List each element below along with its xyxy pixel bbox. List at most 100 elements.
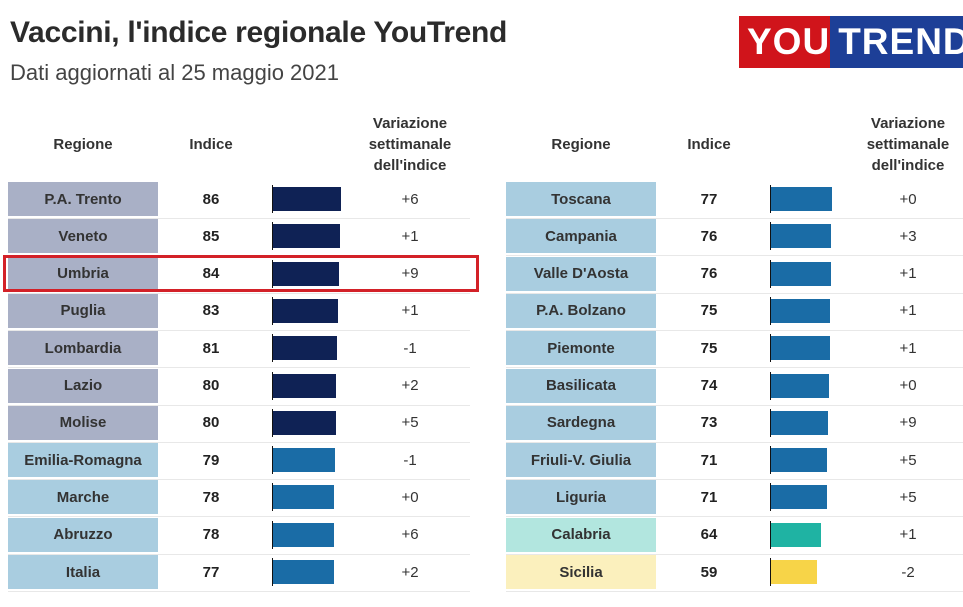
row-divider: [8, 591, 470, 592]
table-row: Campania 76 +3: [498, 219, 963, 257]
table-row: Marche 78 +0: [0, 480, 470, 518]
index-value: 71: [700, 488, 718, 506]
region-label: Lombardia: [8, 331, 158, 366]
variation-value: +6: [401, 526, 419, 544]
row-divider: [506, 553, 963, 555]
youtrend-logo: YOU TREND: [739, 16, 963, 68]
variation-value: +3: [899, 227, 917, 245]
row-divider: [506, 591, 963, 592]
row-divider: [8, 292, 470, 294]
row-divider: [8, 479, 470, 481]
index-bar: [770, 485, 827, 510]
bar-baseline: [272, 185, 273, 213]
row-divider: [506, 441, 963, 443]
variation-value: -1: [403, 339, 417, 357]
table-row: Calabria 64 +1: [498, 517, 963, 555]
table-row: Molise 80 +5: [0, 405, 470, 443]
variation-value: -2: [901, 563, 915, 581]
page-title: Vaccini, l'indice regionale YouTrend: [10, 16, 508, 49]
index-value: 78: [202, 526, 220, 544]
index-bar: [770, 336, 830, 361]
row-divider: [506, 292, 963, 294]
index-bar: [272, 261, 340, 286]
index-bar: [770, 410, 829, 435]
variation-value: -1: [403, 451, 417, 469]
region-label: P.A. Bolzano: [506, 293, 656, 328]
variation-value: +5: [899, 488, 917, 506]
row-divider: [506, 367, 963, 369]
bar-baseline: [770, 334, 771, 363]
row-divider: [8, 367, 470, 369]
table-row: Friuli-V. Giulia 71 +5: [498, 443, 963, 481]
row-divider: [506, 218, 963, 219]
index-value: 80: [202, 414, 220, 432]
row-divider: [506, 404, 963, 406]
index-value: 79: [202, 451, 220, 469]
index-value: 64: [700, 526, 718, 544]
index-bar: [272, 560, 334, 584]
index-value: 71: [700, 451, 718, 469]
bar-baseline: [272, 520, 273, 549]
region-label: Calabria: [506, 517, 656, 552]
bar-baseline: [272, 483, 273, 512]
variation-value: +9: [899, 414, 917, 432]
bar-baseline: [770, 185, 771, 213]
regions-table-left: Regione Indice Variazione settimanale de…: [0, 112, 470, 592]
row-divider: [8, 404, 470, 406]
index-value: 75: [700, 302, 718, 320]
region-label: Sicilia: [506, 555, 656, 589]
row-divider: [506, 255, 963, 257]
index-bar: [770, 298, 830, 323]
region-label: Piemonte: [506, 331, 656, 366]
table-row: Lazio 80 +2: [0, 368, 470, 406]
variation-value: +0: [899, 377, 917, 394]
bar-baseline: [272, 408, 273, 437]
row-divider: [8, 441, 470, 443]
table-row: Sardegna 73 +9: [498, 405, 963, 443]
region-label: Valle D'Aosta: [506, 256, 656, 291]
index-bar: [770, 448, 827, 473]
variation-value: +9: [401, 265, 419, 283]
region-label: Marche: [8, 480, 158, 515]
column-header-region: Regione: [551, 135, 611, 153]
index-bar: [272, 522, 335, 547]
index-value: 77: [700, 190, 718, 208]
bar-baseline: [770, 222, 771, 251]
bar-baseline: [272, 371, 273, 400]
index-value: 83: [202, 302, 220, 320]
table-row: Piemonte 75 +1: [498, 331, 963, 369]
index-bar: [272, 410, 336, 435]
region-label: Umbria: [8, 256, 158, 291]
table-row: Valle D'Aosta 76 +1: [498, 256, 963, 294]
index-value: 76: [700, 265, 718, 283]
row-divider: [506, 479, 963, 481]
bar-baseline: [770, 259, 771, 288]
bar-baseline: [272, 222, 273, 251]
region-label: Italia: [8, 555, 158, 589]
column-header-index: Indice: [687, 135, 731, 153]
region-label: Toscana: [506, 182, 656, 216]
index-value: 75: [700, 339, 718, 357]
region-label: Puglia: [8, 293, 158, 328]
region-label: Abruzzo: [8, 517, 158, 552]
variation-value: +1: [401, 227, 419, 245]
index-bar: [272, 298, 339, 323]
index-bar: [770, 522, 822, 547]
region-label: Friuli-V. Giulia: [506, 443, 656, 478]
region-label: Basilicata: [506, 368, 656, 403]
index-bar: [272, 373, 336, 398]
index-bar: [272, 485, 335, 510]
table-row: Veneto 85 +1: [0, 219, 470, 257]
variation-value: +6: [401, 190, 419, 208]
index-bar: [272, 336, 337, 361]
index-value: 77: [202, 563, 220, 581]
table-row: P.A. Bolzano 75 +1: [498, 293, 963, 331]
index-value: 81: [202, 339, 220, 357]
table-row: Lombardia 81 -1: [0, 331, 470, 369]
table-row: P.A. Trento 86 +6: [0, 182, 470, 219]
region-label: Campania: [506, 219, 656, 254]
index-bar: [770, 224, 831, 249]
region-label: Lazio: [8, 368, 158, 403]
bar-baseline: [770, 296, 771, 325]
column-header-index: Indice: [189, 135, 233, 153]
